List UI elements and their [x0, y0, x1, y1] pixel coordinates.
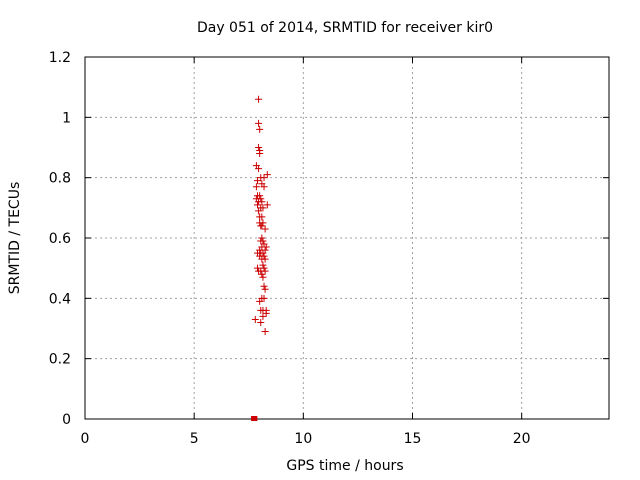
y-tick-label: 0.4 [49, 291, 71, 307]
data-point [262, 243, 270, 251]
x-tick-label: 0 [81, 431, 90, 447]
y-tick-label: 0.2 [49, 352, 71, 368]
data-point [261, 285, 269, 293]
y-axis-tick-labels: 0 0.2 0.4 0.6 0.8 1 1.2 [49, 50, 71, 428]
x-tick-label: 10 [294, 431, 312, 447]
data-point [255, 207, 263, 215]
data-point [251, 315, 259, 323]
data-point [260, 174, 268, 182]
y-tick-label: 1.2 [49, 50, 71, 66]
data-point [261, 267, 269, 275]
data-point [259, 204, 267, 212]
data-point [258, 222, 266, 230]
data-point [259, 249, 267, 257]
x-axis-tick-labels: 0 5 10 15 20 [81, 431, 531, 447]
data-point-marker [251, 416, 257, 421]
data-point [255, 95, 263, 103]
plot-frame [84, 56, 610, 420]
data-point [256, 125, 264, 133]
x-tick-label: 5 [190, 431, 199, 447]
y-tick-label: 0.6 [49, 231, 71, 247]
data-point [259, 273, 267, 281]
data-points [251, 95, 271, 421]
y-tick-label: 0.8 [49, 171, 71, 187]
data-point [258, 198, 266, 206]
data-point [253, 177, 261, 185]
y-tick-label: 0 [62, 412, 71, 428]
data-point [258, 234, 266, 242]
data-point [256, 150, 264, 158]
data-point [256, 192, 264, 200]
data-point [260, 264, 268, 272]
data-point [261, 328, 269, 336]
data-point [258, 270, 266, 278]
data-point [260, 183, 268, 191]
data-point [259, 312, 267, 320]
data-point [257, 318, 265, 326]
data-point [255, 165, 263, 173]
data-point [261, 225, 269, 233]
data-point [261, 255, 269, 263]
y-tick-label: 1 [62, 110, 71, 126]
chart-title: Day 051 of 2014, SRMTID for receiver kir… [197, 20, 493, 36]
data-point [258, 213, 266, 221]
data-point [253, 264, 261, 272]
y-axis-label: SRMTID / TECUs [7, 182, 23, 295]
data-point [259, 261, 267, 269]
data-point [262, 309, 270, 317]
data-point [259, 237, 267, 245]
x-tick-label: 20 [513, 431, 531, 447]
data-point [253, 201, 261, 209]
data-point [260, 294, 268, 302]
grid-lines [85, 57, 609, 419]
data-point [260, 282, 268, 290]
data-point [263, 201, 271, 209]
data-point [256, 297, 264, 305]
data-point [255, 144, 263, 151]
data-point [263, 171, 271, 179]
x-tick-label: 15 [404, 431, 422, 447]
x-axis-label: GPS time / hours [286, 458, 403, 474]
data-point [252, 183, 260, 191]
data-point [255, 119, 263, 127]
